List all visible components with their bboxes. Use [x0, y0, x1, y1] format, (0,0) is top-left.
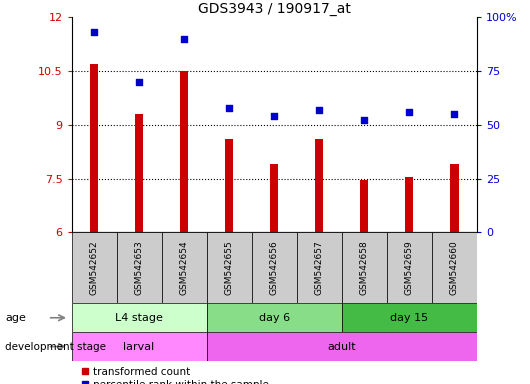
Bar — [450, 164, 458, 232]
Bar — [432, 232, 477, 303]
Text: GSM542654: GSM542654 — [180, 240, 189, 295]
Text: day 15: day 15 — [391, 313, 428, 323]
Point — [270, 113, 279, 119]
Bar — [207, 303, 342, 332]
Text: GSM542652: GSM542652 — [90, 240, 99, 295]
Bar — [72, 332, 207, 361]
Bar — [72, 232, 117, 303]
Point — [90, 29, 99, 35]
Bar — [207, 232, 252, 303]
Legend: transformed count, percentile rank within the sample: transformed count, percentile rank withi… — [77, 363, 273, 384]
Bar — [117, 232, 162, 303]
Text: development stage: development stage — [5, 341, 107, 352]
Title: GDS3943 / 190917_at: GDS3943 / 190917_at — [198, 2, 351, 16]
Bar — [405, 177, 413, 232]
Bar — [162, 232, 207, 303]
Bar — [207, 332, 477, 361]
Bar — [297, 232, 342, 303]
Text: day 6: day 6 — [259, 313, 290, 323]
Text: GSM542653: GSM542653 — [135, 240, 144, 295]
Bar — [135, 114, 143, 232]
Bar — [72, 303, 207, 332]
Bar — [180, 71, 188, 232]
Bar — [387, 232, 432, 303]
Text: adult: adult — [328, 341, 356, 352]
Bar — [270, 164, 278, 232]
Point — [315, 107, 323, 113]
Text: L4 stage: L4 stage — [115, 313, 163, 323]
Text: GSM542659: GSM542659 — [405, 240, 414, 295]
Bar — [315, 139, 323, 232]
Bar — [90, 64, 98, 232]
Bar — [342, 232, 387, 303]
Point — [405, 109, 413, 115]
Point — [225, 104, 233, 111]
Bar — [225, 139, 233, 232]
Point — [135, 79, 143, 85]
Text: larval: larval — [123, 341, 155, 352]
Text: GSM542660: GSM542660 — [450, 240, 459, 295]
Bar — [252, 232, 297, 303]
Text: GSM542658: GSM542658 — [360, 240, 369, 295]
Text: GSM542655: GSM542655 — [225, 240, 234, 295]
Point — [450, 111, 459, 117]
Point — [180, 36, 189, 42]
Bar — [360, 180, 368, 232]
Text: GSM542657: GSM542657 — [315, 240, 324, 295]
Bar — [342, 303, 477, 332]
Text: age: age — [5, 313, 26, 323]
Text: GSM542656: GSM542656 — [270, 240, 279, 295]
Point — [360, 118, 369, 124]
